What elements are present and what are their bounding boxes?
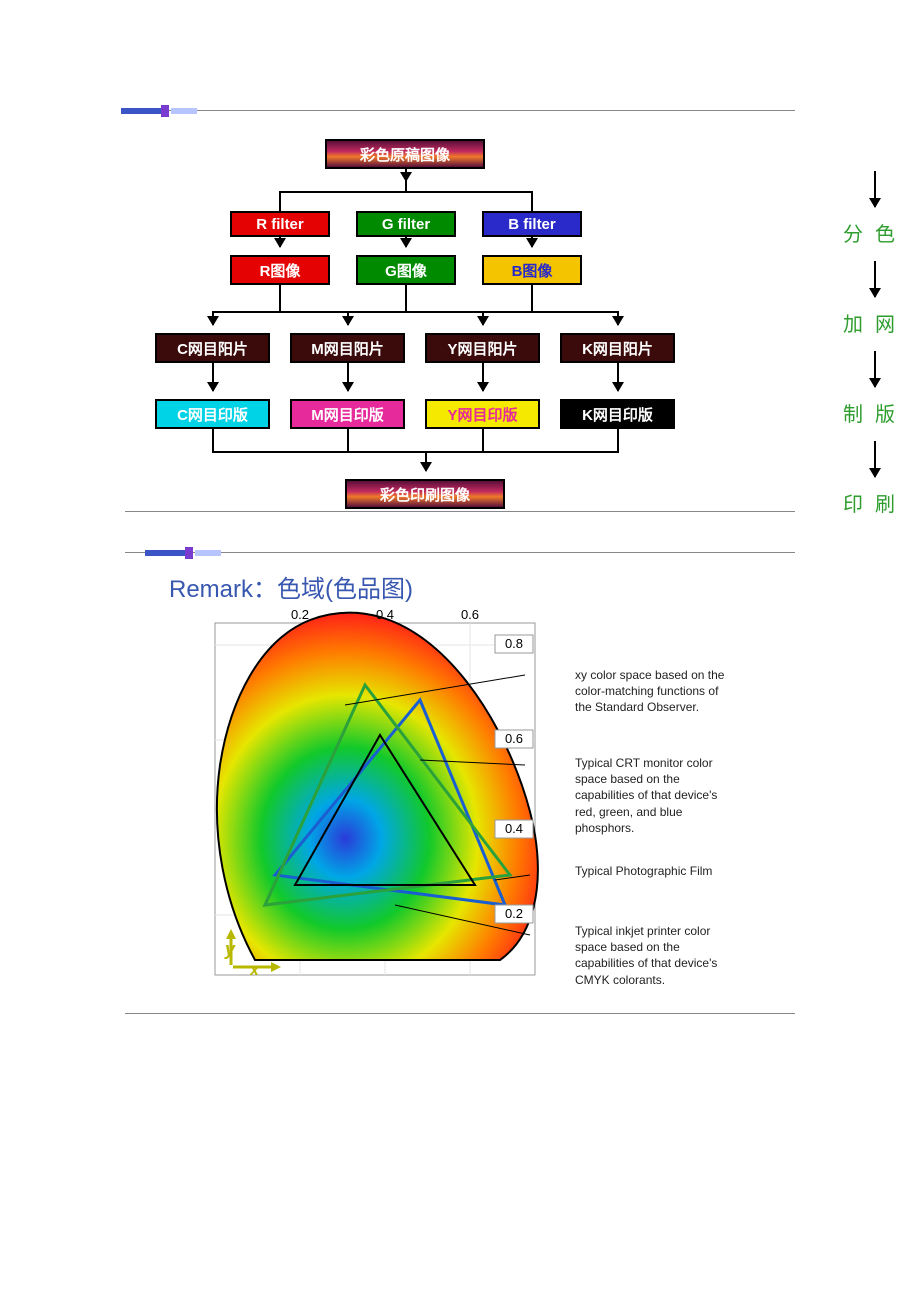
- node-kpos: K网目阳片: [560, 333, 675, 363]
- stage-2: 制版: [815, 351, 920, 427]
- gamut-panel: Remark：色域(色品图) 0.20.40.60.80.60.40.2yx x…: [125, 552, 795, 1014]
- svg-text:x: x: [249, 962, 260, 979]
- stage-1: 加网: [815, 261, 920, 337]
- gamut-legend-1: Typical CRT monitor color space based on…: [575, 755, 735, 836]
- node-mpos: M网目阳片: [290, 333, 405, 363]
- chromaticity-diagram: 0.20.40.60.80.60.40.2yx: [195, 605, 565, 1005]
- node-rimg: R图像: [230, 255, 330, 285]
- remark-title: Remark：色域(色品图): [169, 569, 795, 604]
- svg-text:0.4: 0.4: [376, 607, 394, 622]
- connector-h: [279, 191, 533, 193]
- stage-label: 制版: [815, 398, 920, 427]
- svg-text:0.2: 0.2: [505, 906, 523, 921]
- connector-v: [531, 191, 533, 211]
- arrow-down-icon: [212, 311, 214, 325]
- gamut-legend-2: Typical Photographic Film: [575, 863, 735, 879]
- arrow-down-icon: [874, 171, 876, 207]
- svg-text:0.8: 0.8: [505, 636, 523, 651]
- connector-v: [617, 429, 619, 451]
- connector-v: [405, 181, 407, 191]
- connector-v: [482, 429, 484, 451]
- node-bimg: B图像: [482, 255, 582, 285]
- flowchart-panel: 彩色原稿图像 R filter G filter B filter R图像 G图像 B图像 C…: [125, 110, 795, 512]
- connector-v: [279, 285, 281, 311]
- gamut-svg: 0.20.40.60.80.60.40.2yx: [195, 605, 565, 1005]
- node-kplate: K网目印版: [560, 399, 675, 429]
- arrow-down-icon: [425, 453, 427, 471]
- svg-text:0.6: 0.6: [505, 731, 523, 746]
- node-source: 彩色原稿图像: [325, 139, 485, 169]
- connector-v: [531, 285, 533, 311]
- arrow-down-icon: [531, 237, 533, 247]
- arrow-down-icon: [405, 237, 407, 247]
- svg-text:0.2: 0.2: [291, 607, 309, 622]
- arrow-down-icon: [874, 441, 876, 477]
- svg-text:0.4: 0.4: [505, 821, 523, 836]
- arrow-down-icon: [347, 311, 349, 325]
- flowchart: 彩色原稿图像 R filter G filter B filter R图像 G图像 B图像 C…: [125, 111, 795, 511]
- connector-h: [212, 451, 619, 453]
- arrow-down-icon: [617, 363, 619, 391]
- arrow-down-icon: [347, 363, 349, 391]
- arrow-down-icon: [212, 363, 214, 391]
- stage-label: 印刷: [815, 488, 920, 517]
- node-mplate: M网目印版: [290, 399, 405, 429]
- connector-v: [347, 429, 349, 451]
- connector-v: [212, 429, 214, 451]
- node-ypos: Y网目阳片: [425, 333, 540, 363]
- gamut-legend-3: Typical inkjet printer color space based…: [575, 923, 735, 988]
- arrow-down-icon: [279, 237, 281, 247]
- stage-label: 分色: [815, 218, 920, 247]
- node-bfilter: B filter: [482, 211, 582, 237]
- arrow-down-icon: [874, 351, 876, 387]
- arrow-down-icon: [482, 363, 484, 391]
- arrow-down-icon: [482, 311, 484, 325]
- stage-3: 印刷: [815, 441, 920, 517]
- stage-0: 分色: [815, 171, 920, 247]
- gamut-legend-0: xy color space based on the color-matchi…: [575, 667, 735, 716]
- page: 彩色原稿图像 R filter G filter B filter R图像 G图像 B图像 C…: [0, 110, 920, 1014]
- node-rfilter: R filter: [230, 211, 330, 237]
- node-yplate: Y网目印版: [425, 399, 540, 429]
- arrow-down-icon: [405, 169, 407, 181]
- arrow-down-icon: [874, 261, 876, 297]
- node-cpos: C网目阳片: [155, 333, 270, 363]
- node-cplate: C网目印版: [155, 399, 270, 429]
- stage-label: 加网: [815, 308, 920, 337]
- connector-v: [405, 285, 407, 311]
- connector-v: [279, 191, 281, 211]
- connector-h: [212, 311, 619, 313]
- arrow-down-icon: [617, 311, 619, 325]
- decor-icon: [145, 547, 225, 559]
- svg-text:0.6: 0.6: [461, 607, 479, 622]
- node-output: 彩色印刷图像: [345, 479, 505, 509]
- node-gimg: G图像: [356, 255, 456, 285]
- node-gfilter: G filter: [356, 211, 456, 237]
